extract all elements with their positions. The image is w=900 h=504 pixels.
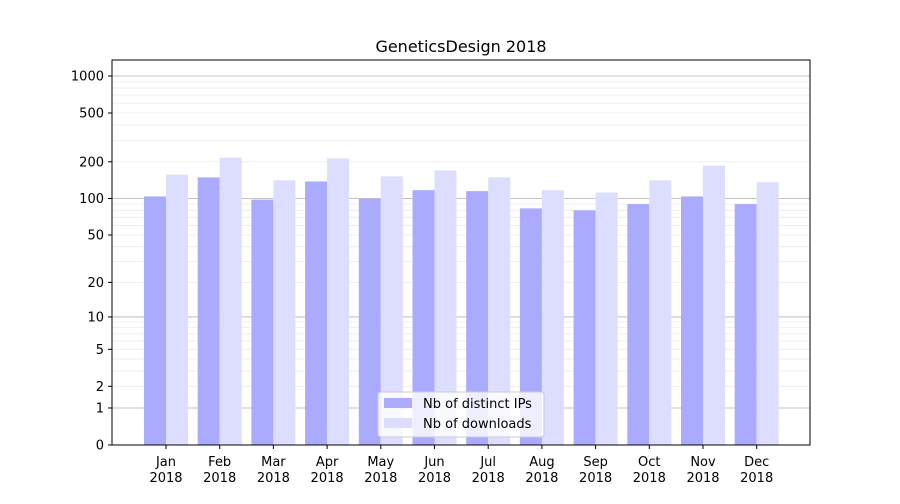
x-tick-label: Jan [155,455,176,470]
bar-downloads [649,180,672,445]
x-tick-label: Oct [638,455,660,470]
x-tick-label: Dec [744,455,769,470]
x-tick-label-year: 2018 [579,471,612,486]
bar-distinct-ips [305,181,328,445]
x-tick-label: May [367,455,394,470]
bar-distinct-ips [197,177,220,446]
bar-distinct-ips [681,196,703,445]
legend-swatch [384,398,412,408]
x-tick-label: Apr [316,455,339,470]
y-tick-label: 1 [96,401,104,416]
axes-frame [111,59,811,446]
bar-downloads [595,192,618,445]
y-tick-label: 0 [96,439,104,454]
y-tick-label: 2 [96,380,104,395]
bar-distinct-ips [251,199,274,445]
y-tick-label: 20 [87,276,104,291]
bar-downloads [166,174,188,446]
y-tick-label: 100 [79,192,104,207]
x-tick-label-year: 2018 [203,471,236,486]
legend-swatch [384,418,412,428]
bar-distinct-ips [144,196,166,445]
y-tick-label: 200 [79,155,104,170]
x-tick-label: Jul [479,455,496,470]
x-tick-label: Sep [583,455,608,470]
x-tick-label-year: 2018 [418,471,451,486]
bar-distinct-ips [519,208,542,445]
bar-downloads [488,177,511,446]
bar-downloads [273,180,296,445]
bar-downloads [380,176,403,446]
x-tick-label: Jun [423,455,444,470]
legend-box [377,391,545,438]
x-tick-label: Mar [261,455,286,470]
x-tick-label-year: 2018 [633,471,666,486]
bar-distinct-ips [627,204,650,445]
legend-label: Nb of downloads [423,417,532,432]
x-tick-label-year: 2018 [311,471,344,486]
bar-distinct-ips [358,198,381,445]
x-tick-label: Nov [690,455,716,470]
bar-distinct-ips [466,191,489,445]
x-tick-label: Feb [208,455,231,470]
bar-distinct-ips [734,204,757,445]
x-tick-label-year: 2018 [686,471,719,486]
x-tick-label-year: 2018 [257,471,290,486]
x-tick-label-year: 2018 [472,471,505,486]
bar-downloads [434,170,457,445]
bar-distinct-ips [573,210,596,445]
bar-downloads [219,157,242,445]
x-tick-label-year: 2018 [740,471,773,486]
y-tick-label: 10 [87,310,104,325]
x-tick-label-year: 2018 [149,471,182,486]
chart-title: GeneticsDesign 2018 [375,37,546,56]
x-tick-label-year: 2018 [364,471,397,486]
y-tick-label: 5 [96,343,104,358]
bar-downloads [327,158,350,445]
bar-downloads [756,182,779,445]
x-tick-label-year: 2018 [525,471,558,486]
bar-downloads [703,165,725,445]
legend-label: Nb of distinct IPs [423,397,532,412]
y-tick-label: 50 [87,229,104,244]
y-tick-label: 500 [79,106,104,121]
bar-downloads [541,190,564,445]
x-tick-label: Aug [529,455,554,470]
bar-distinct-ips [412,190,435,445]
y-tick-label: 1000 [71,70,104,85]
